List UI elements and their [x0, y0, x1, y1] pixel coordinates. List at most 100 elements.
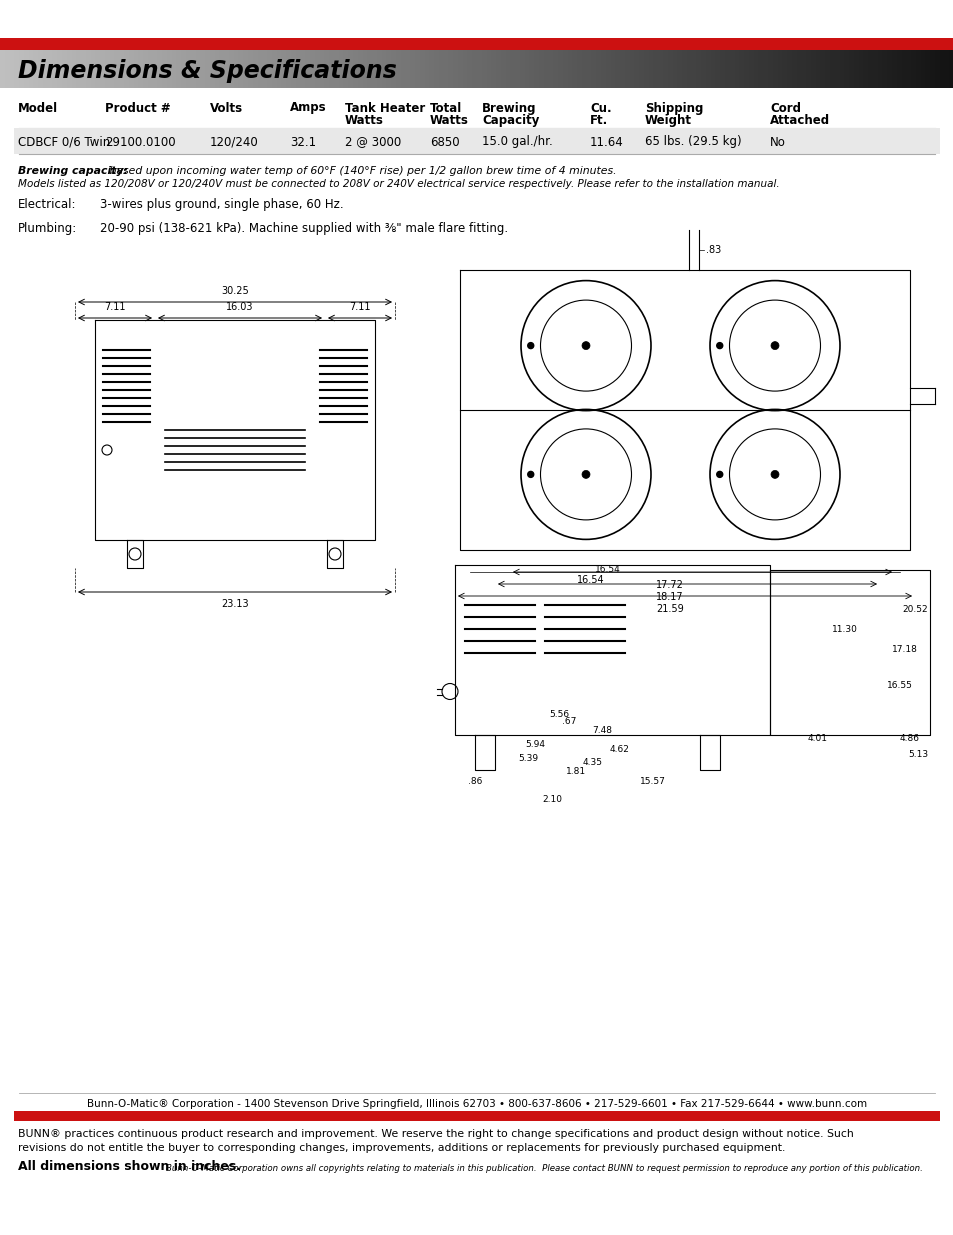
Bar	[176, 49, 182, 88]
Bar	[300, 49, 306, 88]
Bar	[586, 49, 592, 88]
Text: Cord: Cord	[769, 103, 801, 115]
Bar	[100, 49, 106, 88]
Circle shape	[716, 342, 722, 348]
Bar	[729, 49, 735, 88]
Circle shape	[581, 471, 589, 478]
Text: 3-wires plus ground, single phase, 60 Hz.: 3-wires plus ground, single phase, 60 Hz…	[100, 198, 343, 211]
Circle shape	[716, 472, 722, 478]
Text: .67: .67	[561, 716, 576, 726]
Bar	[543, 49, 549, 88]
Bar	[700, 49, 706, 88]
Text: All dimensions shown in inches.: All dimensions shown in inches.	[18, 1160, 241, 1173]
Bar	[376, 49, 382, 88]
Text: 20-90 psi (138-621 kPa). Machine supplied with ⅜" male flare fitting.: 20-90 psi (138-621 kPa). Machine supplie…	[100, 222, 508, 235]
Text: 23.13: 23.13	[221, 599, 249, 609]
Bar	[619, 49, 625, 88]
Bar	[14, 49, 20, 88]
Text: Weight: Weight	[644, 114, 691, 127]
Bar	[820, 49, 825, 88]
Bar	[367, 49, 373, 88]
Text: 6850: 6850	[430, 136, 459, 148]
Bar	[529, 49, 535, 88]
Bar	[381, 49, 387, 88]
Bar	[629, 49, 635, 88]
Text: 16.54: 16.54	[577, 576, 604, 585]
Bar	[781, 49, 787, 88]
Text: 5.94: 5.94	[525, 740, 545, 748]
Bar	[119, 49, 125, 88]
Text: 7.11: 7.11	[104, 303, 126, 312]
Text: 16.03: 16.03	[226, 303, 253, 312]
Bar	[472, 49, 477, 88]
Text: revisions do not entitle the buyer to corresponding changes, improvements, addit: revisions do not entitle the buyer to co…	[18, 1144, 784, 1153]
Bar	[767, 49, 773, 88]
Bar	[0, 38, 953, 49]
Text: 4.35: 4.35	[582, 758, 601, 767]
Bar	[395, 49, 401, 88]
Bar	[667, 49, 673, 88]
Bar	[434, 49, 439, 88]
Bar	[138, 49, 144, 88]
Bar	[672, 49, 678, 88]
Bar	[229, 49, 234, 88]
Text: 4.01: 4.01	[807, 735, 827, 743]
Bar	[491, 49, 497, 88]
Bar	[348, 49, 354, 88]
Text: 120/240: 120/240	[210, 136, 258, 148]
Bar	[410, 49, 416, 88]
Text: 20.52: 20.52	[902, 605, 927, 615]
Text: Volts: Volts	[210, 101, 243, 115]
Bar	[443, 49, 449, 88]
Bar	[233, 49, 239, 88]
Text: No: No	[769, 136, 785, 148]
Bar	[67, 49, 72, 88]
Bar	[934, 49, 940, 88]
Bar	[71, 49, 77, 88]
Bar	[486, 49, 492, 88]
Bar	[276, 49, 282, 88]
Bar	[558, 49, 563, 88]
Text: 29100.0100: 29100.0100	[105, 136, 175, 148]
Bar	[567, 49, 573, 88]
Bar	[624, 49, 630, 88]
Text: .86: .86	[468, 777, 482, 785]
Bar	[129, 49, 134, 88]
Text: Watts: Watts	[345, 114, 383, 127]
Text: Dimensions & Specifications: Dimensions & Specifications	[18, 59, 396, 83]
Bar	[510, 49, 516, 88]
Text: based upon incoming water temp of 60°F (140°F rise) per 1/2 gallon brew time of : based upon incoming water temp of 60°F (…	[106, 165, 616, 177]
Bar	[924, 49, 930, 88]
Bar	[753, 49, 759, 88]
Bar	[38, 49, 44, 88]
Bar	[805, 49, 811, 88]
Bar	[686, 49, 692, 88]
Bar	[429, 49, 435, 88]
Bar	[462, 49, 468, 88]
Bar	[386, 49, 392, 88]
Text: 2 @ 3000: 2 @ 3000	[345, 136, 401, 148]
Bar	[786, 49, 792, 88]
Bar	[577, 49, 582, 88]
Text: Product #: Product #	[105, 101, 171, 115]
Text: 7.48: 7.48	[592, 726, 612, 735]
Bar	[48, 49, 53, 88]
Bar	[691, 49, 697, 88]
Text: Amps: Amps	[290, 101, 326, 115]
Bar	[920, 49, 925, 88]
Bar	[200, 49, 206, 88]
Bar	[653, 49, 659, 88]
Text: 16.54: 16.54	[594, 566, 619, 574]
Bar	[896, 49, 902, 88]
Bar	[419, 49, 425, 88]
Bar	[796, 49, 801, 88]
Bar	[886, 49, 892, 88]
Bar	[762, 49, 768, 88]
Bar	[267, 49, 273, 88]
Bar	[877, 49, 882, 88]
Bar	[372, 49, 377, 88]
Text: 16.55: 16.55	[886, 680, 912, 689]
Bar	[801, 49, 806, 88]
Text: 30.25: 30.25	[221, 287, 249, 296]
Bar	[572, 49, 578, 88]
